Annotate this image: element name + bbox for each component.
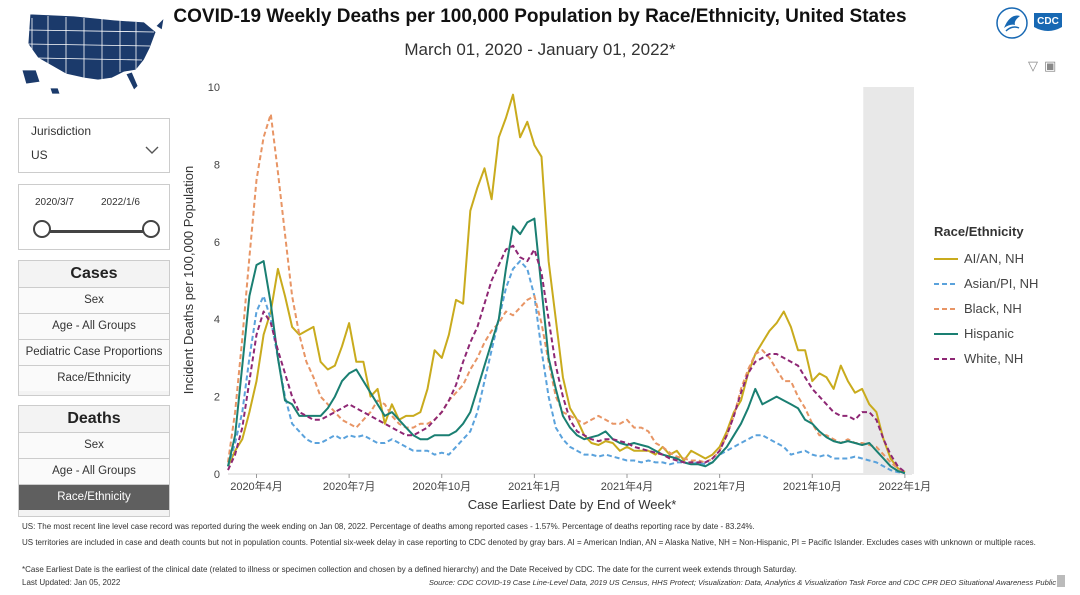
reporting-delay-shade xyxy=(863,87,914,474)
page-title: COVID-19 Weekly Deaths per 100,000 Popul… xyxy=(173,6,907,27)
x-tick-label: 2021年10月 xyxy=(783,479,842,493)
legend-swatch xyxy=(934,282,958,285)
legend-item[interactable]: Black, NH xyxy=(934,296,1038,321)
x-tick-label: 2020年10月 xyxy=(412,479,471,493)
legend: Race/Ethnicity AI/AN, NH Asian/PI, NH Blac… xyxy=(934,224,1038,371)
y-tick-label: 0 xyxy=(214,469,220,481)
cdc-logo-text: CDC xyxy=(1037,16,1059,27)
legend-label: Asian/PI, NH xyxy=(964,276,1039,291)
legend-label: Hispanic xyxy=(964,326,1014,341)
x-tick-label: 2022年1月 xyxy=(879,479,932,493)
footnote-2: US territories are included in case and … xyxy=(22,538,1036,547)
jurisdiction-value[interactable]: US xyxy=(31,148,48,162)
cases-panel: Cases Sex Age - All Groups Pediatric Cas… xyxy=(18,260,170,396)
cases-sex-button[interactable]: Sex xyxy=(19,287,169,313)
filter-icon[interactable]: ▽ xyxy=(1028,58,1044,73)
y-tick-label: 10 xyxy=(208,82,220,94)
cases-age-button[interactable]: Age - All Groups xyxy=(19,313,169,339)
expand-icon[interactable]: ▣ xyxy=(1044,58,1063,73)
y-tick-label: 2 xyxy=(214,392,220,404)
y-tick-label: 4 xyxy=(214,314,220,326)
legend-label: Black, NH xyxy=(964,301,1022,316)
legend-swatch xyxy=(934,257,958,260)
series-line-black-nh[interactable] xyxy=(227,113,906,473)
x-tick-label: 2021年7月 xyxy=(693,479,746,493)
chevron-down-icon[interactable] xyxy=(145,145,159,155)
start-date[interactable]: 2020/3/7 xyxy=(35,197,74,208)
x-axis-label: Case Earliest Date by End of Week* xyxy=(468,497,677,512)
x-tick-label: 2021年1月 xyxy=(508,479,561,493)
series-line-white-nh[interactable] xyxy=(227,244,906,473)
legend-item[interactable]: White, NH xyxy=(934,346,1038,371)
last-updated: Last Updated: Jan 05, 2022 xyxy=(22,578,121,587)
y-axis-label: Incident Deaths per 100,000 Population xyxy=(181,166,196,394)
x-tick-label: 2020年4月 xyxy=(230,479,283,493)
jurisdiction-select[interactable]: Jurisdiction US xyxy=(18,118,170,173)
legend-item[interactable]: Hispanic xyxy=(934,321,1038,346)
y-tick-label: 6 xyxy=(214,237,220,249)
legend-item[interactable]: Asian/PI, NH xyxy=(934,271,1038,296)
series-line-asian-pi-nh[interactable] xyxy=(227,260,906,475)
x-tick-label: 2021年4月 xyxy=(601,479,654,493)
x-tick-label: 2020年7月 xyxy=(323,479,376,493)
deaths-age-button[interactable]: Age - All Groups xyxy=(19,458,169,484)
cases-race-button[interactable]: Race/Ethnicity xyxy=(19,365,169,391)
toolbar-icons: ▽▣ xyxy=(1028,58,1062,74)
series-line-ai-an-nh[interactable] xyxy=(227,93,906,473)
date-range-slider[interactable]: 2020/3/7 2022/1/6 xyxy=(18,184,170,250)
legend-label: White, NH xyxy=(964,351,1024,366)
hhs-eagle-icon xyxy=(996,7,1028,39)
legend-label: AI/AN, NH xyxy=(964,251,1024,266)
legend-item[interactable]: AI/AN, NH xyxy=(934,246,1038,271)
end-date[interactable]: 2022/1/6 xyxy=(101,197,140,208)
footnote-1: US: The most recent line level case reco… xyxy=(22,522,755,531)
slider-start-handle[interactable] xyxy=(33,220,51,238)
us-map-icon[interactable] xyxy=(14,8,166,100)
slider-track[interactable] xyxy=(43,230,151,233)
y-tick-label: 8 xyxy=(214,159,220,171)
page-subtitle: March 01, 2020 - January 01, 2022* xyxy=(404,40,676,59)
slider-end-handle[interactable] xyxy=(142,220,160,238)
footnote-3: *Case Earliest Date is the earliest of t… xyxy=(22,565,797,574)
cdc-logo-icon: CDC xyxy=(1034,13,1062,31)
legend-swatch xyxy=(934,332,958,335)
cases-heading: Cases xyxy=(70,265,118,282)
deaths-race-button[interactable]: Race/Ethnicity xyxy=(19,484,169,510)
legend-swatch xyxy=(934,307,958,310)
scrollbar-thumb[interactable] xyxy=(1057,575,1065,587)
jurisdiction-label: Jurisdiction xyxy=(31,124,92,138)
cases-pediatric-button[interactable]: Pediatric Case Proportions xyxy=(19,339,169,365)
source-note: Source: CDC COVID-19 Case Line-Level Dat… xyxy=(428,578,1056,587)
legend-title: Race/Ethnicity xyxy=(934,224,1024,239)
deaths-panel: Deaths Sex Age - All Groups Race/Ethnici… xyxy=(18,405,170,517)
series-line-hispanic[interactable] xyxy=(227,217,906,475)
deaths-sex-button[interactable]: Sex xyxy=(19,432,169,458)
deaths-heading: Deaths xyxy=(67,410,121,427)
legend-swatch xyxy=(934,357,958,360)
